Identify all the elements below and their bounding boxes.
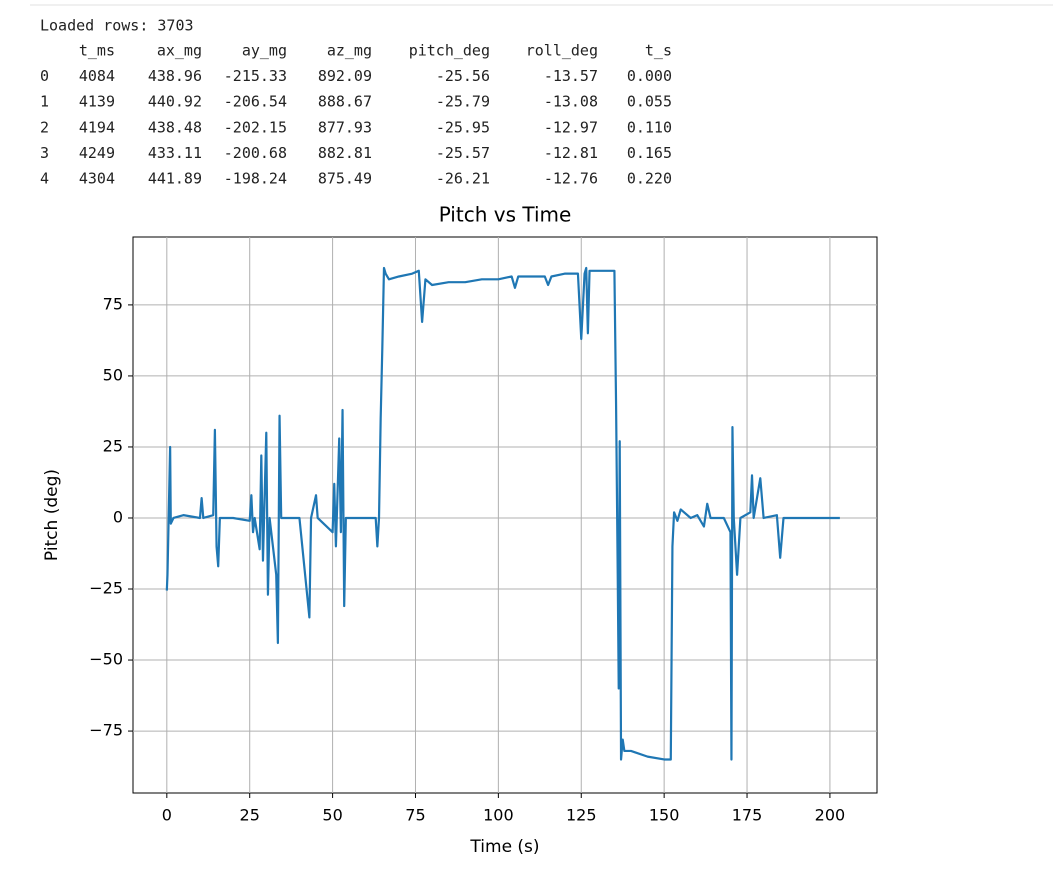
table-cell: 4249: [79, 144, 115, 162]
table-cell: 0.220: [627, 170, 672, 188]
x-tick-label: 125: [566, 806, 597, 825]
table-cell: 875.49: [318, 170, 372, 188]
x-tick-label: 25: [240, 806, 260, 825]
row-index: 4: [40, 170, 49, 188]
table-cell: -202.15: [224, 118, 287, 136]
status-line: Loaded rows: 3703: [40, 17, 194, 35]
table-cell: 0.110: [627, 118, 672, 136]
table-cell: 877.93: [318, 118, 372, 136]
x-axis-label: Time (s): [469, 837, 539, 857]
y-tick-label: −75: [89, 721, 123, 740]
x-tick-label: 150: [649, 806, 680, 825]
table-cell: -206.54: [224, 93, 287, 111]
column-header: t_s: [645, 42, 672, 60]
table-cell: -13.57: [544, 67, 598, 85]
y-tick-label: 50: [103, 365, 123, 384]
y-tick-label: −25: [89, 579, 123, 598]
table-cell: 441.89: [148, 170, 202, 188]
column-header: ay_mg: [242, 42, 287, 60]
x-tick-label: 75: [405, 806, 425, 825]
table-cell: 440.92: [148, 93, 202, 111]
table-cell: -12.76: [544, 170, 598, 188]
table-cell: -25.79: [436, 93, 490, 111]
x-tick-label: 175: [732, 806, 763, 825]
x-tick-label: 200: [815, 806, 846, 825]
column-header: ax_mg: [157, 42, 202, 60]
table-cell: -12.81: [544, 144, 598, 162]
table-cell: -215.33: [224, 67, 287, 85]
y-tick-label: 0: [113, 507, 123, 526]
chart-title: Pitch vs Time: [439, 203, 572, 227]
table-cell: 4084: [79, 67, 115, 85]
table-cell: -13.08: [544, 93, 598, 111]
table-cell: 438.48: [148, 118, 202, 136]
table-cell: 4139: [79, 93, 115, 111]
table-cell: 882.81: [318, 144, 372, 162]
x-tick-label: 50: [322, 806, 342, 825]
table-cell: 892.09: [318, 67, 372, 85]
table-cell: 0.055: [627, 93, 672, 111]
row-index: 1: [40, 93, 49, 111]
y-tick-label: 75: [103, 294, 123, 313]
y-tick-label: −50: [89, 650, 123, 669]
table-cell: -25.57: [436, 144, 490, 162]
x-tick-label: 0: [162, 806, 172, 825]
table-cell: -198.24: [224, 170, 287, 188]
column-header: roll_deg: [526, 42, 598, 60]
column-header: t_ms: [79, 42, 115, 60]
table-cell: 438.96: [148, 67, 202, 85]
data-line: [165, 266, 840, 761]
y-axis-label: Pitch (deg): [42, 469, 62, 561]
row-index: 0: [40, 67, 49, 85]
table-cell: 433.11: [148, 144, 202, 162]
table-cell: -200.68: [224, 144, 287, 162]
column-header: pitch_deg: [409, 42, 490, 60]
table-cell: -26.21: [436, 170, 490, 188]
table-cell: 0.165: [627, 144, 672, 162]
x-tick-label: 100: [483, 806, 514, 825]
row-index: 2: [40, 118, 49, 136]
table-cell: -25.56: [436, 67, 490, 85]
table-cell: -25.95: [436, 118, 490, 136]
table-cell: 4194: [79, 118, 115, 136]
table-cell: 0.000: [627, 67, 672, 85]
table-cell: 888.67: [318, 93, 372, 111]
table-cell: -12.97: [544, 118, 598, 136]
table-cell: 4304: [79, 170, 115, 188]
plot-frame: [132, 236, 878, 794]
column-header: az_mg: [327, 42, 372, 60]
row-index: 3: [40, 144, 49, 162]
y-tick-label: 25: [103, 436, 123, 455]
